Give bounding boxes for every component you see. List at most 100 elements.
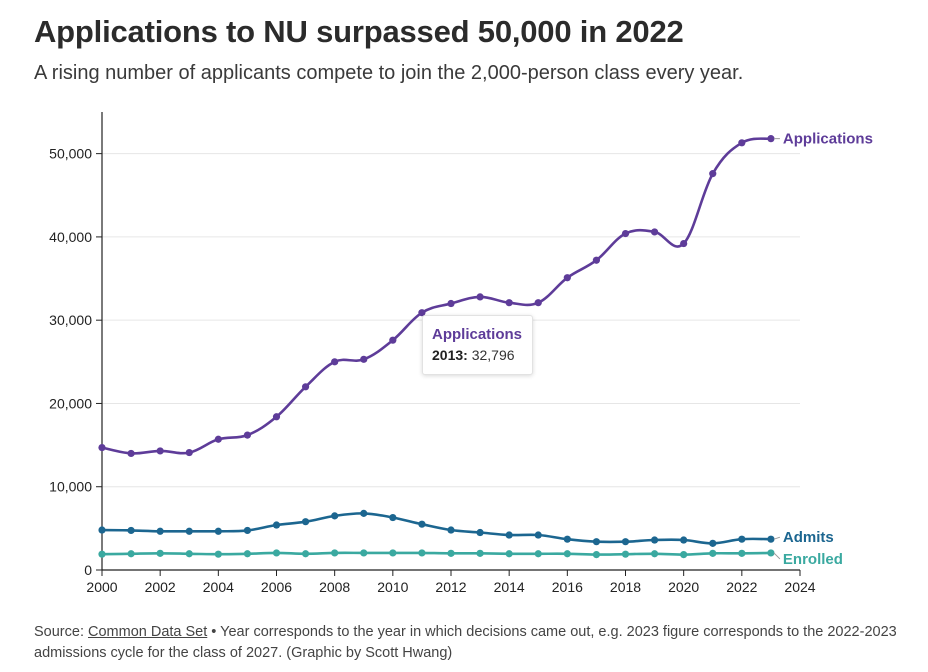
data-point-enrolled[interactable] [505, 550, 513, 558]
y-tick-label: 20,000 [49, 395, 92, 411]
data-point-enrolled[interactable] [272, 549, 281, 557]
data-point-applications[interactable] [389, 336, 397, 344]
data-point-enrolled[interactable] [476, 549, 484, 557]
data-point-admits[interactable] [767, 535, 775, 543]
y-tick-label: 50,000 [49, 146, 92, 162]
data-point-enrolled[interactable] [214, 550, 222, 558]
x-tick-label: 2020 [668, 579, 699, 595]
data-point-admits[interactable] [534, 531, 542, 539]
data-point-admits[interactable] [476, 528, 484, 537]
data-point-applications[interactable] [243, 431, 252, 439]
data-point-enrolled[interactable] [360, 549, 368, 557]
data-point-applications[interactable] [476, 293, 484, 301]
data-point-admits[interactable] [156, 527, 164, 535]
data-point-applications[interactable] [563, 274, 571, 282]
y-tick-label: 10,000 [49, 479, 92, 495]
data-point-admits[interactable] [505, 531, 513, 539]
series-label-enrolled: Enrolled [783, 551, 843, 568]
gridlines [102, 153, 800, 488]
x-tick-label: 2022 [726, 579, 757, 595]
data-point-applications[interactable] [709, 170, 717, 178]
data-point-enrolled[interactable] [592, 550, 601, 559]
data-point-admits[interactable] [563, 535, 571, 543]
data-point-applications[interactable] [738, 139, 746, 147]
data-point-admits[interactable] [127, 526, 135, 535]
x-tick-label: 2008 [319, 579, 350, 595]
data-point-admits[interactable] [418, 520, 426, 528]
x-tick-label: 2006 [261, 579, 292, 595]
data-point-admits[interactable] [389, 513, 397, 522]
data-point-enrolled[interactable] [243, 550, 252, 558]
data-point-enrolled[interactable] [680, 550, 688, 559]
data-point-applications[interactable] [447, 299, 455, 308]
data-point-enrolled[interactable] [709, 549, 717, 557]
data-point-applications[interactable] [156, 447, 164, 455]
tick-labels: 0 10,000 20,000 30,000 40,000 50,000 2000 2002 2… [49, 146, 816, 595]
data-point-admits[interactable] [621, 538, 630, 546]
source-link[interactable]: Common Data Set [88, 624, 208, 640]
line-chart: 0 10,000 20,000 30,000 40,000 50,000 2000 2002 2… [49, 112, 873, 595]
data-point-enrolled[interactable] [301, 550, 310, 558]
data-point-enrolled[interactable] [534, 550, 542, 558]
data-point-admits[interactable] [301, 518, 310, 526]
series-line-applications [100, 137, 773, 455]
data-point-admits[interactable] [185, 527, 193, 535]
series-layer [98, 135, 775, 559]
data-point-enrolled[interactable] [418, 549, 426, 557]
data-point-applications[interactable] [592, 256, 601, 264]
data-point-applications[interactable] [331, 358, 339, 366]
y-tick-label: 0 [84, 562, 92, 578]
data-point-enrolled[interactable] [767, 549, 775, 557]
data-point-admits[interactable] [214, 527, 222, 535]
data-point-enrolled[interactable] [621, 550, 630, 558]
x-tick-label: 2000 [86, 579, 117, 595]
y-tick-label: 30,000 [49, 312, 92, 328]
data-point-admits[interactable] [650, 536, 659, 544]
data-point-applications[interactable] [534, 299, 542, 307]
chart-footer: Source: Common Data Set • Year correspon… [34, 622, 914, 664]
data-point-admits[interactable] [331, 512, 339, 520]
x-tick-label: 2018 [610, 579, 641, 595]
data-point-enrolled[interactable] [650, 550, 659, 558]
data-point-applications[interactable] [767, 135, 775, 143]
data-point-admits[interactable] [243, 526, 252, 535]
data-point-applications[interactable] [418, 309, 426, 317]
data-point-applications[interactable] [621, 229, 630, 238]
data-point-applications[interactable] [272, 413, 281, 421]
y-tick-label: 40,000 [49, 229, 92, 245]
data-point-applications[interactable] [127, 449, 135, 458]
data-point-admits[interactable] [360, 509, 368, 517]
data-point-applications[interactable] [98, 443, 106, 452]
data-point-admits[interactable] [709, 539, 717, 547]
data-point-enrolled[interactable] [331, 549, 339, 557]
hover-tooltip: Applications 2013: 32,796 [422, 315, 534, 375]
axes [96, 112, 801, 576]
data-point-admits[interactable] [738, 535, 746, 543]
data-point-applications[interactable] [301, 383, 310, 391]
data-point-applications[interactable] [360, 355, 368, 363]
data-point-enrolled[interactable] [98, 550, 106, 558]
data-point-admits[interactable] [447, 526, 455, 534]
x-tick-label: 2014 [494, 579, 525, 595]
data-point-applications[interactable] [650, 228, 659, 236]
x-tick-label: 2024 [784, 579, 815, 595]
data-point-enrolled[interactable] [389, 549, 397, 557]
data-point-enrolled[interactable] [127, 550, 135, 558]
data-point-enrolled[interactable] [185, 550, 193, 558]
data-point-enrolled[interactable] [447, 549, 455, 557]
data-point-applications[interactable] [680, 239, 688, 248]
data-point-admits[interactable] [98, 526, 106, 534]
data-point-admits[interactable] [680, 536, 688, 544]
data-point-admits[interactable] [272, 521, 281, 529]
data-point-enrolled[interactable] [563, 550, 571, 558]
data-point-applications[interactable] [505, 299, 513, 307]
label-connector [773, 552, 781, 560]
chart-subtitle: A rising number of applicants compete to… [34, 62, 744, 84]
data-point-enrolled[interactable] [738, 549, 746, 557]
data-point-enrolled[interactable] [156, 549, 164, 557]
data-point-applications[interactable] [185, 448, 193, 457]
data-point-applications[interactable] [214, 435, 222, 443]
x-tick-label: 2012 [435, 579, 466, 595]
x-tick-label: 2016 [552, 579, 583, 595]
data-point-admits[interactable] [592, 538, 601, 546]
